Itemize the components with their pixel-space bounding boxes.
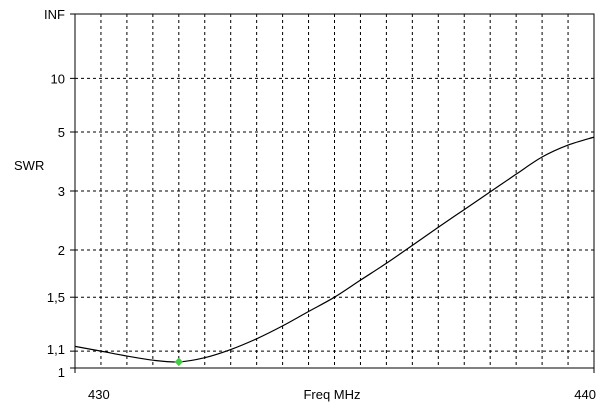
y-tick-label-1-5: 1,5 <box>47 290 65 305</box>
x-tick-label-430: 430 <box>88 387 110 402</box>
y-axis-label: SWR <box>14 158 44 173</box>
series-layer <box>74 136 595 363</box>
x-axis-label: Freq MHz <box>303 387 360 402</box>
y-tick-label-2: 2 <box>58 243 65 258</box>
min-swr-marker <box>174 357 184 367</box>
y-tick-label-inf: INF <box>44 7 65 22</box>
axis-labels: SWR Freq MHz <box>14 158 361 402</box>
series-line-1 <box>74 136 595 363</box>
y-tick-label-5: 5 <box>58 125 65 140</box>
x-tick-label-440: 440 <box>574 387 596 402</box>
marker-layer <box>174 357 184 367</box>
y-tick-label-1-1: 1,1 <box>47 342 65 357</box>
y-tick-label-10: 10 <box>51 71 65 86</box>
y-tick-label-1: 1 <box>58 365 65 380</box>
grid <box>75 14 594 368</box>
axis-ticks: 1 1,1 1,5 2 3 5 10 INF 430 440 <box>44 7 596 402</box>
y-tick-label-3: 3 <box>58 184 65 199</box>
